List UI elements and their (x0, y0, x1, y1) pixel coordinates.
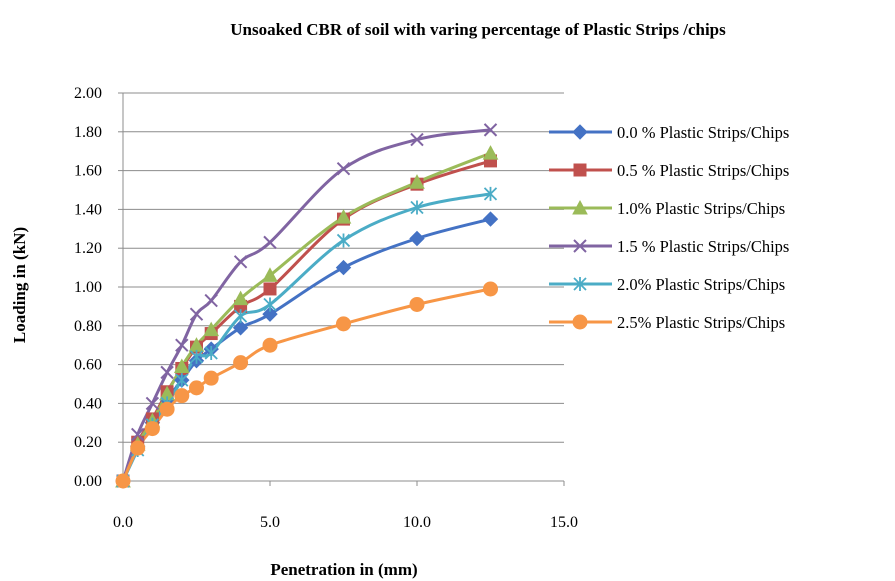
data-point (483, 123, 498, 137)
data-point (189, 307, 204, 321)
data-point (144, 421, 160, 437)
data-point (160, 365, 174, 380)
data-point (483, 186, 498, 201)
y-tick-label: 1.40 (74, 201, 102, 218)
y-tick-label: 2.00 (74, 85, 102, 102)
data-point (145, 396, 160, 411)
series-lines (121, 128, 492, 482)
data-point (174, 388, 190, 404)
data-point (409, 174, 425, 189)
data-point (130, 427, 145, 442)
x-tick-label: 0.0 (113, 514, 133, 531)
legend-item: 0.0 % Plastic Strips/Chips (549, 123, 789, 142)
legend-marker (572, 124, 588, 140)
legend-marker (572, 199, 588, 215)
data-point (130, 440, 146, 456)
series-line-4 (121, 192, 491, 482)
y-tick-label: 1.80 (74, 124, 102, 141)
data-point (482, 145, 499, 160)
y-tick-label: 0.40 (74, 395, 102, 412)
data-point (159, 401, 175, 417)
legend: 0.0 % Plastic Strips/Chips 0.5 % Plastic … (549, 123, 789, 332)
data-point (336, 233, 351, 248)
legend-label: 0.0 % Plastic Strips/Chips (617, 123, 789, 142)
y-tick-label: 0.20 (74, 434, 102, 451)
data-point (336, 161, 351, 176)
legend-item: 2.5% Plastic Strips/Chips (549, 313, 785, 332)
y-tick-label: 1.60 (74, 163, 102, 180)
legend-label: 1.0% Plastic Strips/Chips (617, 199, 785, 218)
y-tick-label: 0.00 (74, 473, 102, 490)
series-markers (115, 123, 499, 489)
data-point (232, 320, 249, 336)
data-point (115, 473, 131, 489)
data-point (262, 306, 278, 322)
y-axis-title: Loading in (kN) (10, 227, 29, 343)
data-point (335, 259, 352, 276)
legend-label: 2.5% Plastic Strips/Chips (617, 313, 785, 332)
axes (118, 92, 565, 486)
legend-item: 0.5 % Plastic Strips/Chips (549, 161, 789, 180)
data-point (173, 358, 190, 374)
data-point (233, 309, 248, 324)
data-point (233, 255, 248, 269)
data-point (409, 230, 425, 247)
data-point (232, 290, 249, 306)
data-point (262, 267, 278, 282)
legend-marker (573, 163, 587, 177)
data-point (482, 211, 499, 227)
data-point (409, 296, 425, 312)
y-tick-labels: 0.00 0.20 0.40 0.60 0.80 1.00 1.20 1.40 1.60 1.80… (74, 85, 102, 490)
data-point (336, 316, 351, 332)
data-point (483, 281, 498, 297)
y-tick-label: 1.20 (74, 240, 102, 257)
legend-item: 1.5 % Plastic Strips/Chips (549, 237, 789, 256)
data-point (335, 209, 352, 224)
legend-item: 1.0% Plastic Strips/Chips (549, 199, 785, 218)
data-point (263, 297, 277, 312)
y-tick-label: 0.60 (74, 357, 102, 374)
data-point (189, 380, 204, 396)
data-point (233, 355, 249, 371)
legend-label: 1.5 % Plastic Strips/Chips (617, 237, 789, 256)
data-point (262, 337, 278, 353)
y-tick-label: 1.00 (74, 279, 102, 296)
chart-title: Unsoaked CBR of soil with varing percent… (230, 20, 726, 39)
legend-marker (572, 314, 588, 330)
x-tick-labels: 0.0 5.0 10.0 15.0 (113, 514, 578, 531)
x-tick-label: 10.0 (403, 514, 431, 531)
data-point (204, 293, 218, 308)
data-point (203, 370, 219, 386)
x-axis-title: Penetration in (mm) (270, 560, 417, 579)
data-point (263, 282, 277, 296)
legend-marker (573, 277, 587, 291)
x-tick-label: 15.0 (550, 514, 578, 531)
data-point (410, 132, 424, 147)
data-point (189, 349, 204, 364)
legend-label: 0.5 % Plastic Strips/Chips (617, 161, 789, 180)
data-point (175, 373, 189, 388)
y-tick-label: 0.80 (74, 318, 102, 335)
data-point (203, 321, 220, 337)
legend-marker (573, 239, 587, 253)
data-point (204, 345, 218, 360)
data-point (263, 235, 277, 250)
legend-label: 2.0% Plastic Strips/Chips (617, 275, 785, 294)
data-point (410, 200, 424, 215)
series-line-3 (121, 128, 491, 482)
data-point (175, 338, 189, 352)
legend-item: 2.0% Plastic Strips/Chips (549, 275, 785, 294)
x-tick-label: 5.0 (260, 514, 280, 531)
